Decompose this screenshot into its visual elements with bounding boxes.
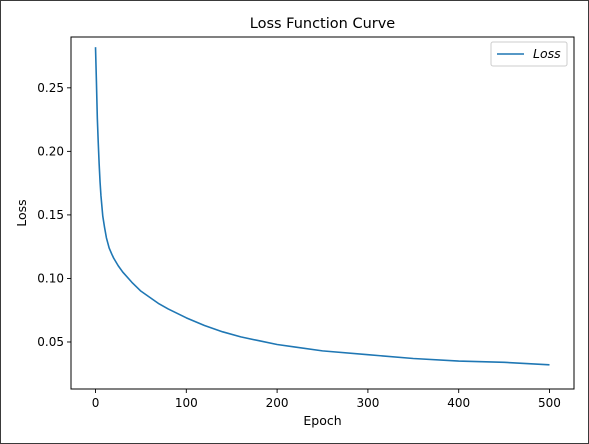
y-axis-ticks: 0.05 0.10 0.15 0.20 0.25 <box>37 81 71 349</box>
plot-frame <box>70 36 575 390</box>
x-tick-label: 100 <box>175 396 198 410</box>
x-tick-label: 300 <box>356 396 379 410</box>
series-line-loss <box>94 47 550 366</box>
x-tick-label: 500 <box>538 396 561 410</box>
chart-title: Loss Function Curve <box>250 16 396 32</box>
x-tick-label: 200 <box>266 396 289 410</box>
y-tick-label: 0.20 <box>37 144 64 158</box>
plot-area <box>70 36 575 390</box>
legend-box <box>490 41 568 67</box>
series-layer <box>94 47 550 366</box>
x-tick-label: 400 <box>447 396 470 410</box>
x-axis-label: Epoch <box>303 413 341 428</box>
y-tick-label: 0.15 <box>37 208 64 222</box>
legend-label-loss: Loss <box>533 46 561 61</box>
x-axis-ticks: 0 100 200 300 400 500 <box>92 389 561 410</box>
y-axis-label: Loss <box>14 199 29 226</box>
y-tick-label: 0.10 <box>37 271 64 285</box>
legend: Loss <box>490 41 568 67</box>
y-tick-label: 0.25 <box>37 81 64 95</box>
x-tick-label: 0 <box>92 396 100 410</box>
y-tick-label: 0.05 <box>37 335 64 349</box>
